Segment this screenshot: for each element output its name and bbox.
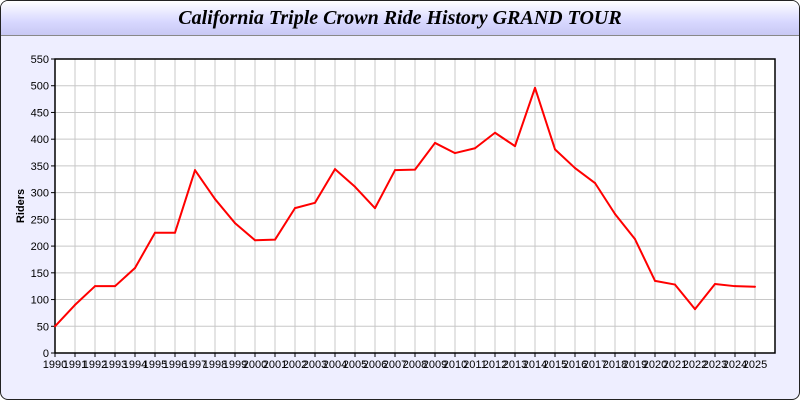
x-tick-label: 2009 bbox=[423, 359, 447, 371]
y-tick-label: 550 bbox=[31, 54, 49, 66]
data-point bbox=[374, 207, 376, 210]
data-point bbox=[734, 285, 736, 288]
x-tick-label: 2004 bbox=[323, 359, 347, 371]
x-tick-label: 2007 bbox=[383, 359, 407, 371]
x-tick-label: 1997 bbox=[183, 359, 207, 371]
x-tick-label: 1992 bbox=[83, 359, 107, 371]
data-point bbox=[714, 283, 716, 286]
x-tick-label: 2015 bbox=[543, 359, 567, 371]
data-point bbox=[414, 168, 416, 171]
x-tick-label: 2003 bbox=[303, 359, 327, 371]
y-tick-label: 500 bbox=[31, 81, 49, 93]
data-point bbox=[274, 238, 276, 241]
x-tick-label: 2023 bbox=[703, 359, 727, 371]
y-tick-label: 200 bbox=[31, 241, 49, 253]
x-tick-label: 2005 bbox=[343, 359, 367, 371]
data-point bbox=[674, 283, 676, 286]
data-point bbox=[574, 167, 576, 170]
data-point bbox=[214, 198, 216, 201]
data-point bbox=[474, 147, 476, 150]
y-tick-label: 100 bbox=[31, 295, 49, 307]
plot-border bbox=[54, 58, 776, 354]
y-tick-label: 300 bbox=[31, 188, 49, 200]
data-point bbox=[174, 231, 176, 234]
x-tick-label: 1994 bbox=[123, 359, 147, 371]
data-point bbox=[434, 141, 436, 144]
x-tick-label: 2024 bbox=[723, 359, 747, 371]
x-tick-label: 2006 bbox=[363, 359, 387, 371]
data-point bbox=[694, 308, 696, 311]
x-tick-label: 2000 bbox=[243, 359, 267, 371]
x-tick-label: 2020 bbox=[643, 359, 667, 371]
data-point bbox=[534, 86, 536, 89]
data-point bbox=[94, 285, 96, 288]
y-tick-label: 350 bbox=[31, 161, 49, 173]
y-tick-label: 400 bbox=[31, 134, 49, 146]
data-point bbox=[654, 279, 656, 282]
data-point bbox=[254, 239, 256, 242]
data-point bbox=[614, 213, 616, 216]
data-point bbox=[314, 201, 316, 204]
x-tick-label: 2018 bbox=[603, 359, 627, 371]
y-tick-label: 250 bbox=[31, 214, 49, 226]
x-tick-label: 2013 bbox=[503, 359, 527, 371]
x-tick-label: 1991 bbox=[63, 359, 87, 371]
x-tick-label: 2001 bbox=[263, 359, 287, 371]
x-tick-label: 1999 bbox=[223, 359, 247, 371]
x-tick-label: 2016 bbox=[563, 359, 587, 371]
x-tick-label: 1993 bbox=[103, 359, 127, 371]
data-point bbox=[114, 285, 116, 288]
y-tick-label: 0 bbox=[43, 348, 49, 360]
x-tick-label: 2011 bbox=[463, 359, 487, 371]
x-tick-label: 2014 bbox=[523, 359, 547, 371]
series-line bbox=[54, 86, 756, 327]
x-tick-label: 1995 bbox=[143, 359, 167, 371]
x-tick-label: 1990 bbox=[43, 359, 67, 371]
x-tick-label: 2017 bbox=[583, 359, 607, 371]
y-tick-label: 150 bbox=[31, 268, 49, 280]
x-tick-label: 1998 bbox=[203, 359, 227, 371]
data-point bbox=[634, 238, 636, 241]
y-axis-label: Riders bbox=[15, 189, 27, 223]
x-tick-label: 2010 bbox=[443, 359, 467, 371]
data-point bbox=[754, 285, 756, 288]
x-tick-label: 1996 bbox=[163, 359, 187, 371]
data-point bbox=[54, 325, 56, 328]
data-point bbox=[554, 148, 556, 151]
x-tick-label: 2022 bbox=[683, 359, 707, 371]
data-point bbox=[74, 303, 76, 306]
y-tick-label: 50 bbox=[37, 321, 49, 333]
data-point bbox=[454, 152, 456, 155]
chart-title: California Triple Crown Ride History GRA… bbox=[178, 7, 622, 29]
data-point bbox=[134, 267, 136, 270]
data-point bbox=[514, 145, 516, 148]
x-tick-label: 2008 bbox=[403, 359, 427, 371]
data-point bbox=[354, 185, 356, 188]
x-tick-label: 2002 bbox=[283, 359, 307, 371]
data-point bbox=[294, 207, 296, 210]
y-tick-label: 450 bbox=[31, 107, 49, 119]
data-point bbox=[154, 231, 156, 234]
data-point bbox=[194, 169, 196, 172]
data-point bbox=[334, 168, 336, 171]
x-tick-label: 2021 bbox=[663, 359, 687, 371]
x-tick-label: 2025 bbox=[743, 359, 767, 371]
x-tick-label: 2012 bbox=[483, 359, 507, 371]
data-point bbox=[234, 222, 236, 225]
data-point bbox=[594, 182, 596, 185]
data-point bbox=[394, 169, 396, 172]
x-tick-label: 2019 bbox=[623, 359, 647, 371]
title-bar: California Triple Crown Ride History GRA… bbox=[1, 1, 799, 36]
data-point bbox=[494, 131, 496, 134]
